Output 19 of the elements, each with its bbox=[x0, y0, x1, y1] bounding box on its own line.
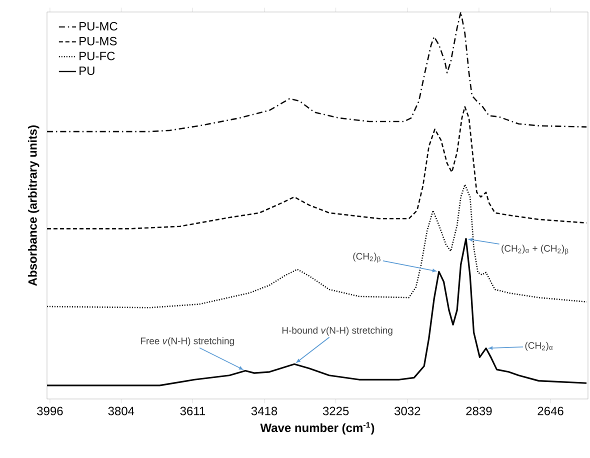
legend-label: PU-MS bbox=[80, 36, 117, 46]
legend-label: PU-MC bbox=[80, 22, 118, 30]
x-tick-label: 3804 bbox=[108, 406, 134, 416]
x-tick-label: 2839 bbox=[466, 406, 492, 416]
annotation: (CH$_{2}$)$_{β}$ bbox=[353, 252, 380, 263]
x-tick-label: 3996 bbox=[37, 406, 63, 416]
x-axis-title: Wave number (cm$^{-1}$) bbox=[260, 422, 374, 434]
x-tick-label: 3225 bbox=[322, 406, 349, 416]
legend-label: PU-FC bbox=[80, 52, 115, 60]
annotation: H-bound v(N-H) stretching bbox=[282, 326, 392, 336]
annotation: Free v(N-H) stretching bbox=[140, 337, 234, 346]
x-tick-label: 3418 bbox=[251, 406, 278, 416]
x-tick-label: 3032 bbox=[394, 406, 420, 416]
legend-label: PU bbox=[80, 66, 94, 75]
annotation: (CH$_{2}$)$_{α}$ + (CH$_{2}$)$_{β}$ bbox=[502, 244, 568, 255]
x-tick-label: 2646 bbox=[538, 406, 564, 416]
annotation: (CH$_{2}$)$_{α}$ bbox=[525, 342, 553, 351]
y-axis-title: Absorbance (arbitrary units) bbox=[28, 125, 40, 286]
x-tick-label: 3611 bbox=[180, 406, 206, 416]
